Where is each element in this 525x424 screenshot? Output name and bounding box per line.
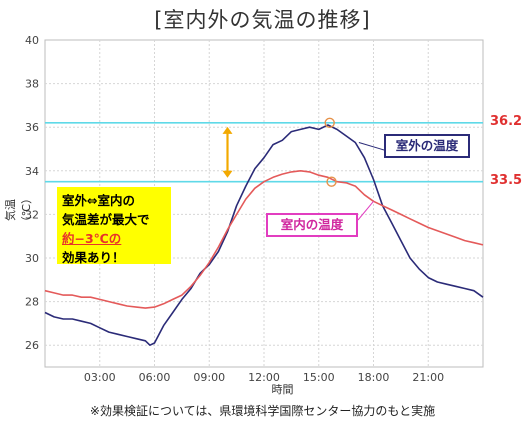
ref-label-high: 36.2 [490,113,523,129]
difference-arrow [222,126,233,178]
footnote: ※効果検証については、県環境科学国際センター協力のもと実施 [89,404,436,418]
callout-line-4: 効果あり！ [62,250,125,265]
callout-line-3: 約−3℃の [62,231,122,246]
y-axis-ticks: 26 28 30 32 34 36 38 40 [25,34,39,352]
callout-line-2: 気温差が最大で [62,212,150,227]
peak-marker-indoor [326,176,337,187]
x-tick-label: 03:00 [84,371,116,384]
x-tick-label: 09:00 [193,371,225,384]
peak-markers [324,117,385,221]
grid-lines [45,40,483,367]
callout-box: 室外⇔室内の 気温差が最大で 約−3℃の 効果あり！ [57,187,171,265]
ref-label-low: 33.5 [490,172,523,188]
x-tick-label: 18:00 [358,371,390,384]
x-axis-ticks: 03:00 06:00 09:00 12:00 15:00 18:00 21:00 [84,371,444,384]
callout-line-1: 室外⇔室内の [62,193,135,208]
peak-marker-outdoor [324,117,335,129]
y-tick-label: 36 [25,121,39,134]
leader-line-indoor [357,201,374,221]
leader-line-outdoor [358,141,385,151]
x-axis-label: 時間 [271,383,294,396]
chart-title: [室内外の気温の推移] [154,8,371,32]
series-line-indoor [44,170,484,309]
y-tick-label: 34 [25,165,39,178]
arrow-head-up [222,126,233,134]
legend-outdoor: 室外の温度 [384,134,470,158]
arrow-head-down [222,170,233,178]
series-line-outdoor [44,124,484,347]
y-tick-label: 38 [25,78,39,91]
legend-indoor: 室内の温度 [266,213,358,237]
x-tick-label: 06:00 [139,371,171,384]
y-tick-label: 32 [25,208,39,221]
x-tick-label: 12:00 [248,371,280,384]
y-tick-label: 28 [25,296,39,309]
data-series [44,124,484,347]
y-tick-label: 30 [25,252,39,265]
y-tick-label: 40 [25,34,39,47]
x-tick-label: 21:00 [412,371,444,384]
x-tick-label: 15:00 [303,371,335,384]
y-axis-label: 気温（℃） [4,192,33,228]
y-tick-label: 26 [25,339,39,352]
